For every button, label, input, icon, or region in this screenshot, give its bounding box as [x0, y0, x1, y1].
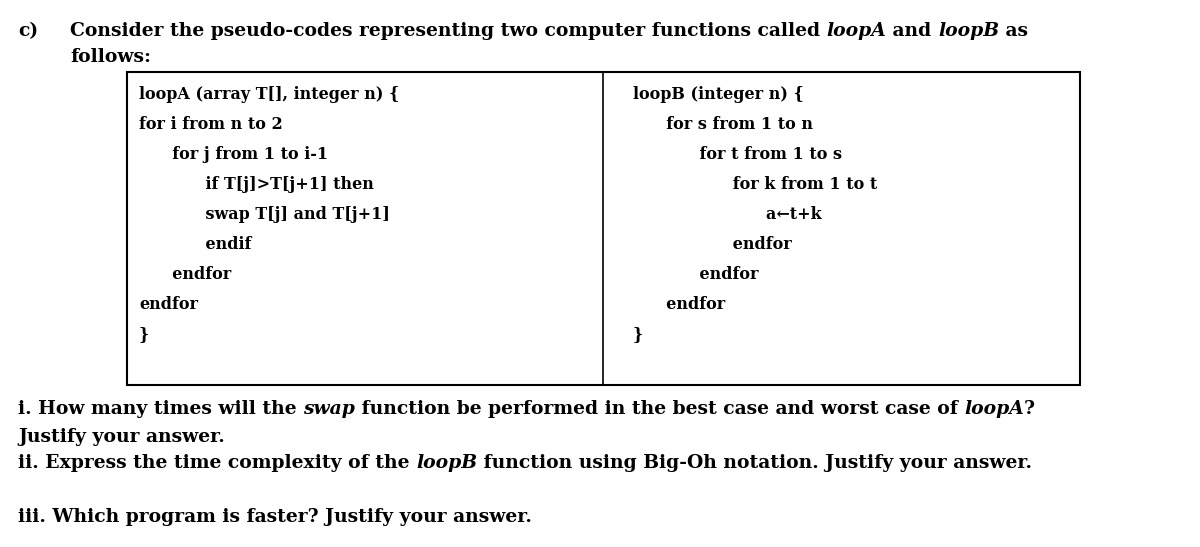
Text: endfor: endfor	[698, 236, 792, 253]
Text: endif: endif	[182, 236, 251, 253]
Text: swap: swap	[304, 400, 355, 418]
Text: endfor: endfor	[677, 266, 758, 283]
Text: loopB (integer n) {: loopB (integer n) {	[634, 86, 804, 103]
Text: loopB: loopB	[938, 22, 1000, 40]
Text: a←t+k: a←t+k	[721, 206, 822, 223]
Text: Consider the pseudo-codes representing two computer functions called: Consider the pseudo-codes representing t…	[70, 22, 827, 40]
Text: Justify your answer.: Justify your answer.	[18, 428, 224, 446]
Text: c): c)	[18, 22, 38, 40]
Text: loopB: loopB	[416, 454, 478, 472]
Text: for k from 1 to t: for k from 1 to t	[698, 176, 877, 193]
Text: loopA: loopA	[965, 400, 1024, 418]
Text: loopA: loopA	[827, 22, 887, 40]
Text: iii. Which program is faster? Justify your answer.: iii. Which program is faster? Justify yo…	[18, 508, 532, 526]
Text: i. How many times will the: i. How many times will the	[18, 400, 304, 418]
Text: endfor: endfor	[161, 266, 232, 283]
Text: for i from n to 2: for i from n to 2	[139, 116, 283, 133]
Text: swap T[j] and T[j+1]: swap T[j] and T[j+1]	[182, 206, 390, 223]
Bar	[127, 72, 1080, 385]
Text: endfor: endfor	[139, 296, 198, 313]
Text: and: and	[887, 22, 938, 40]
Text: endfor: endfor	[655, 296, 725, 313]
Text: }: }	[139, 326, 149, 343]
Text: loopA (array T[], integer n) {: loopA (array T[], integer n) {	[139, 86, 400, 103]
Text: function be performed in the best case and worst case of: function be performed in the best case a…	[355, 400, 965, 418]
Text: ii. Express the time complexity of the: ii. Express the time complexity of the	[18, 454, 416, 472]
Text: ?: ?	[1024, 400, 1036, 418]
Text: for j from 1 to i-1: for j from 1 to i-1	[161, 146, 328, 163]
Text: function using Big-Oh notation. Justify your answer.: function using Big-Oh notation. Justify …	[478, 454, 1032, 472]
Text: for s from 1 to n: for s from 1 to n	[655, 116, 814, 133]
Text: for t from 1 to s: for t from 1 to s	[677, 146, 842, 163]
Text: if T[j]>T[j+1] then: if T[j]>T[j+1] then	[182, 176, 374, 193]
Text: follows:: follows:	[70, 48, 151, 66]
Text: }: }	[634, 326, 643, 343]
Text: as: as	[1000, 22, 1028, 40]
